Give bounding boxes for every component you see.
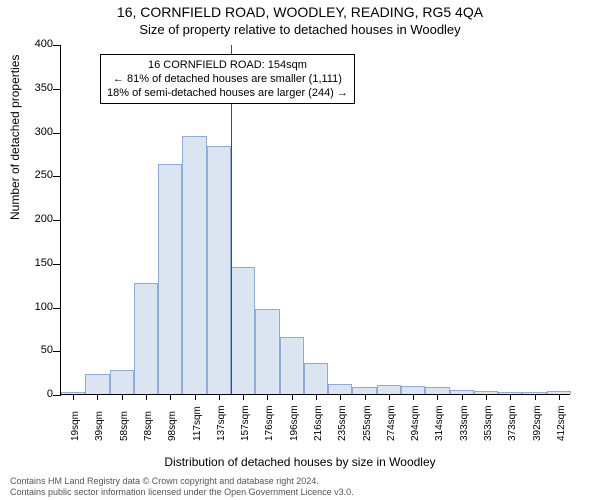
x-tick-label: 58sqm — [119, 411, 130, 441]
x-tick — [267, 394, 268, 400]
x-tick — [486, 394, 487, 400]
x-tick — [462, 394, 463, 400]
x-tick — [437, 394, 438, 400]
x-axis-label: Distribution of detached houses by size … — [0, 455, 600, 469]
x-tick — [97, 394, 98, 400]
footer-attribution: Contains HM Land Registry data © Crown c… — [10, 476, 354, 498]
x-tick — [219, 394, 220, 400]
annotation-line-2: ← 81% of detached houses are smaller (1,… — [107, 72, 348, 86]
x-tick — [316, 394, 317, 400]
title-sub: Size of property relative to detached ho… — [0, 22, 600, 37]
x-tick-label: 392sqm — [532, 405, 543, 441]
histogram-bar — [85, 374, 109, 394]
y-tick — [53, 264, 61, 265]
x-tick — [535, 394, 536, 400]
x-tick — [195, 394, 196, 400]
x-tick-label: 274sqm — [386, 405, 397, 441]
x-tick — [292, 394, 293, 400]
chart-area: 05010015020025030035040019sqm39sqm58sqm7… — [60, 45, 570, 395]
x-tick-label: 216sqm — [313, 405, 324, 441]
x-tick — [559, 394, 560, 400]
y-tick — [53, 351, 61, 352]
x-tick — [340, 394, 341, 400]
histogram-bar — [328, 384, 352, 395]
x-tick — [365, 394, 366, 400]
x-tick-label: 294sqm — [410, 405, 421, 441]
chart-container: 16, CORNFIELD ROAD, WOODLEY, READING, RG… — [0, 0, 600, 500]
annotation-line-1: 16 CORNFIELD ROAD: 154sqm — [107, 58, 348, 72]
x-tick-label: 412sqm — [556, 405, 567, 441]
y-tick — [53, 395, 61, 396]
y-tick — [53, 89, 61, 90]
x-tick-label: 137sqm — [216, 405, 227, 441]
x-tick-label: 98sqm — [167, 411, 178, 441]
y-tick — [53, 308, 61, 309]
x-tick — [510, 394, 511, 400]
x-tick — [146, 394, 147, 400]
footer-line-1: Contains HM Land Registry data © Crown c… — [10, 476, 354, 487]
y-tick — [53, 176, 61, 177]
x-tick-label: 196sqm — [289, 405, 300, 441]
y-tick-label: 300 — [13, 127, 53, 138]
histogram-bar — [401, 386, 425, 394]
x-tick-label: 39sqm — [94, 411, 105, 441]
histogram-bar — [158, 164, 182, 394]
histogram-bar — [425, 387, 449, 394]
y-tick — [53, 220, 61, 221]
y-tick-label: 350 — [13, 83, 53, 94]
x-tick — [122, 394, 123, 400]
title-main: 16, CORNFIELD ROAD, WOODLEY, READING, RG… — [0, 4, 600, 20]
y-tick-label: 200 — [13, 214, 53, 225]
histogram-bar — [110, 370, 134, 394]
histogram-bar — [352, 387, 376, 394]
x-tick-label: 176sqm — [264, 405, 275, 441]
x-tick — [170, 394, 171, 400]
y-tick-label: 50 — [13, 345, 53, 356]
x-tick-label: 78sqm — [143, 411, 154, 441]
x-tick-label: 255sqm — [362, 405, 373, 441]
x-tick-label: 235sqm — [337, 405, 348, 441]
histogram-bar — [182, 136, 206, 394]
x-tick-label: 353sqm — [483, 405, 494, 441]
y-tick-label: 150 — [13, 258, 53, 269]
x-tick — [73, 394, 74, 400]
x-tick-label: 333sqm — [459, 405, 470, 441]
x-tick-label: 314sqm — [434, 405, 445, 441]
y-tick-label: 250 — [13, 170, 53, 181]
histogram-bar — [377, 385, 401, 394]
x-tick-label: 19sqm — [70, 411, 81, 441]
footer-line-2: Contains public sector information licen… — [10, 487, 354, 498]
x-tick-label: 117sqm — [192, 406, 203, 441]
x-tick-label: 157sqm — [240, 405, 251, 441]
x-tick-label: 373sqm — [507, 405, 518, 441]
y-tick — [53, 45, 61, 46]
histogram-bar — [207, 146, 231, 394]
histogram-bar — [280, 337, 304, 394]
annotation-line-3: 18% of semi-detached houses are larger (… — [107, 86, 348, 100]
histogram-bar — [255, 309, 279, 394]
x-tick — [389, 394, 390, 400]
y-tick — [53, 133, 61, 134]
histogram-bar — [231, 267, 255, 394]
annotation-box: 16 CORNFIELD ROAD: 154sqm ← 81% of detac… — [100, 54, 355, 104]
y-tick-label: 100 — [13, 302, 53, 313]
histogram-bar — [134, 283, 158, 394]
histogram-bar — [304, 363, 328, 394]
y-tick-label: 0 — [13, 389, 53, 400]
y-tick-label: 400 — [13, 39, 53, 50]
x-tick — [413, 394, 414, 400]
x-tick — [243, 394, 244, 400]
